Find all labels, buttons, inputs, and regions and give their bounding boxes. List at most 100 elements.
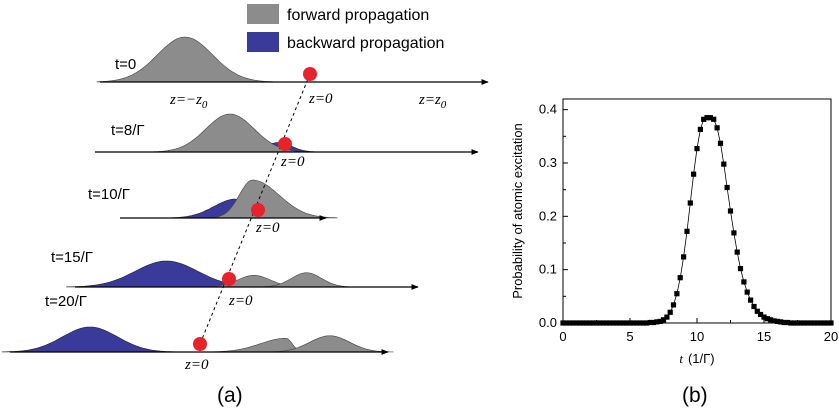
panel-b-excitation-chart: 0 5 10 15 20 0.0 0.1 0.2 0.3 0.4 Probability of a… bbox=[510, 98, 838, 407]
propagation-row bbox=[120, 179, 338, 221]
data-point bbox=[570, 320, 576, 326]
data-point bbox=[815, 320, 821, 326]
data-point bbox=[634, 320, 640, 326]
atom-position-label: z=0 bbox=[255, 220, 280, 236]
x-tick-label: 10 bbox=[690, 329, 704, 344]
legend-swatch-forward bbox=[247, 4, 279, 24]
row-time-label: t=0 bbox=[115, 56, 136, 73]
x-tick-label: 0 bbox=[559, 329, 566, 344]
plot-frame bbox=[562, 98, 832, 324]
backward-pulse bbox=[1, 326, 179, 353]
data-point bbox=[650, 319, 657, 326]
data-point bbox=[647, 319, 653, 326]
data-point bbox=[724, 184, 730, 191]
legend-label-forward: forward propagation bbox=[287, 7, 429, 24]
legend-swatch-backward bbox=[247, 32, 279, 52]
propagation-row bbox=[66, 260, 419, 290]
data-point bbox=[640, 320, 646, 326]
x-tick-label: 15 bbox=[757, 329, 771, 344]
data-point bbox=[798, 320, 804, 326]
data-point bbox=[704, 115, 710, 121]
data-point bbox=[644, 320, 650, 326]
data-point bbox=[771, 318, 777, 324]
panel-a-propagation-diagram: t=0 t=8/Γ t=10/Γ t=15/Γ t=20/Γ z=−z0 z=0… bbox=[1, 36, 489, 407]
y-tick-label: 0.3 bbox=[539, 155, 557, 170]
propagation-row bbox=[96, 36, 489, 85]
data-point bbox=[714, 125, 720, 131]
data-point bbox=[573, 320, 579, 326]
data-point bbox=[801, 320, 807, 326]
data-point bbox=[567, 320, 573, 326]
forward-pulse bbox=[258, 272, 355, 288]
data-point bbox=[818, 320, 824, 326]
data-point bbox=[711, 116, 717, 122]
data-point bbox=[741, 279, 747, 285]
forward-pulse bbox=[96, 36, 274, 83]
data-point bbox=[707, 115, 713, 121]
data-point bbox=[811, 320, 817, 326]
data-point bbox=[684, 228, 690, 234]
atom-marker bbox=[303, 67, 317, 81]
data-point bbox=[744, 289, 750, 295]
atom-marker bbox=[193, 337, 207, 351]
y-axis-label: Probability of atomic excitation bbox=[510, 123, 525, 299]
atom-markers bbox=[193, 67, 317, 351]
forward-pulse bbox=[266, 335, 394, 353]
data-point bbox=[748, 297, 754, 303]
atom-position-label: z=0 bbox=[184, 357, 209, 373]
atom-marker bbox=[251, 203, 265, 217]
legend-label-backward: backward propagation bbox=[287, 35, 444, 52]
atom-marker bbox=[278, 137, 292, 151]
data-point bbox=[778, 319, 784, 325]
data-point bbox=[620, 320, 626, 326]
data-point bbox=[804, 320, 811, 326]
axis-label-minus-z0: z=−z0 bbox=[169, 92, 208, 111]
axis-ticks: 0 5 10 15 20 0.0 0.1 0.2 0.3 0.4 bbox=[539, 102, 838, 344]
data-point bbox=[808, 320, 814, 326]
data-point bbox=[624, 320, 630, 326]
data-point bbox=[697, 126, 703, 132]
data-point bbox=[667, 309, 673, 315]
data-point bbox=[788, 320, 794, 326]
atom-position-label: z=0 bbox=[280, 154, 305, 170]
propagation-row bbox=[1, 326, 394, 355]
data-point bbox=[603, 320, 610, 326]
series-points bbox=[560, 115, 834, 326]
axis-label-z0: z=0 bbox=[308, 91, 333, 107]
data-point bbox=[664, 314, 670, 320]
data-point bbox=[617, 320, 623, 326]
row-time-label: t=8/Γ bbox=[111, 122, 145, 139]
data-point bbox=[768, 317, 774, 323]
legend: forward propagation backward propagation bbox=[247, 4, 444, 52]
data-point bbox=[694, 146, 700, 152]
x-tick-label: 20 bbox=[824, 329, 838, 344]
data-point bbox=[754, 308, 760, 314]
data-point bbox=[734, 249, 740, 255]
panel-b-label: (b) bbox=[682, 384, 708, 407]
data-point bbox=[627, 320, 633, 326]
data-point bbox=[731, 230, 737, 236]
data-point bbox=[563, 320, 569, 326]
data-point bbox=[701, 116, 707, 122]
data-point bbox=[580, 320, 586, 326]
data-point bbox=[825, 320, 831, 326]
data-point bbox=[677, 275, 683, 281]
data-point bbox=[717, 140, 724, 146]
atom-marker bbox=[222, 272, 236, 286]
data-point bbox=[764, 316, 770, 322]
data-point bbox=[721, 161, 727, 167]
y-tick-label: 0.2 bbox=[539, 208, 557, 223]
axis-label-plus-z0: z=z0 bbox=[418, 92, 447, 111]
data-point bbox=[758, 311, 764, 318]
row-time-label: t=10/Γ bbox=[88, 186, 130, 203]
data-point bbox=[607, 320, 613, 326]
data-point bbox=[577, 320, 583, 326]
atom-position-label: z=0 bbox=[228, 293, 253, 309]
data-point bbox=[751, 303, 757, 310]
data-point bbox=[794, 320, 801, 326]
data-point bbox=[761, 314, 767, 320]
row-time-label: t=15/Γ bbox=[51, 249, 93, 266]
x-tick-label: 5 bbox=[626, 329, 633, 344]
y-tick-label: 0.1 bbox=[539, 262, 557, 277]
